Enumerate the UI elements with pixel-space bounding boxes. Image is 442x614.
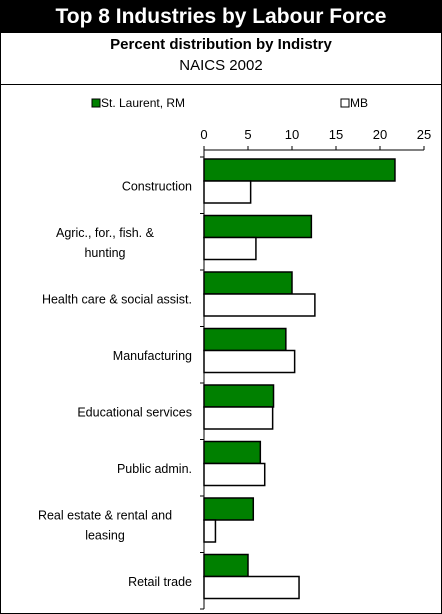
- bar-st-laurent-3: [203, 271, 293, 295]
- category-label-3: Health care & social assist.: [42, 292, 192, 306]
- bar-mb-5: [203, 406, 274, 430]
- legend-label-2: MB: [350, 96, 368, 110]
- bar-st-laurent-4: [203, 327, 287, 352]
- category-label-6: Public admin.: [117, 462, 192, 476]
- bar-st-laurent-1: [203, 158, 396, 182]
- x-tick-label-5: 5: [244, 127, 251, 142]
- bar-mb-6: [203, 462, 266, 487]
- bar-st-laurent-2: [203, 214, 313, 239]
- bar-mb-1: [203, 180, 252, 204]
- category-label-2: Agric., for., fish. & hunting: [56, 226, 155, 260]
- header-divider: [1, 84, 441, 85]
- category-label-4: Manufacturing: [113, 349, 192, 363]
- bar-st-laurent-5: [203, 384, 275, 408]
- legend-swatch-1: [91, 98, 101, 108]
- bar-st-laurent-7: [203, 497, 255, 521]
- x-tick-label-0: 0: [200, 127, 207, 142]
- x-tick-label-25: 25: [417, 127, 431, 142]
- bar-mb-7: [203, 519, 217, 543]
- x-tick-label-15: 15: [329, 127, 343, 142]
- bar-st-laurent-8: [203, 553, 249, 578]
- legend-label-1: St. Laurent, RM: [101, 96, 185, 110]
- category-label-8: Retail trade: [128, 575, 192, 589]
- bar-mb-4: [203, 349, 296, 374]
- category-label-1: Construction: [122, 179, 192, 193]
- bar-mb-2: [203, 236, 257, 261]
- chart-subtitle-classification: NAICS 2002: [179, 57, 263, 74]
- x-tick-label-10: 10: [285, 127, 299, 142]
- category-label-5: Educational services: [77, 405, 192, 419]
- chart-title: Top 8 Industries by Labour Force: [1, 1, 441, 33]
- chart-subtitle: Percent distribution by Indistry: [110, 36, 332, 53]
- x-tick-label-20: 20: [373, 127, 387, 142]
- bar-mb-8: [203, 575, 300, 600]
- bar-mb-3: [203, 293, 316, 317]
- legend-swatch-2: [340, 98, 350, 108]
- bar-st-laurent-6: [203, 440, 262, 465]
- category-label-7: Real estate & rental and leasing: [38, 508, 172, 542]
